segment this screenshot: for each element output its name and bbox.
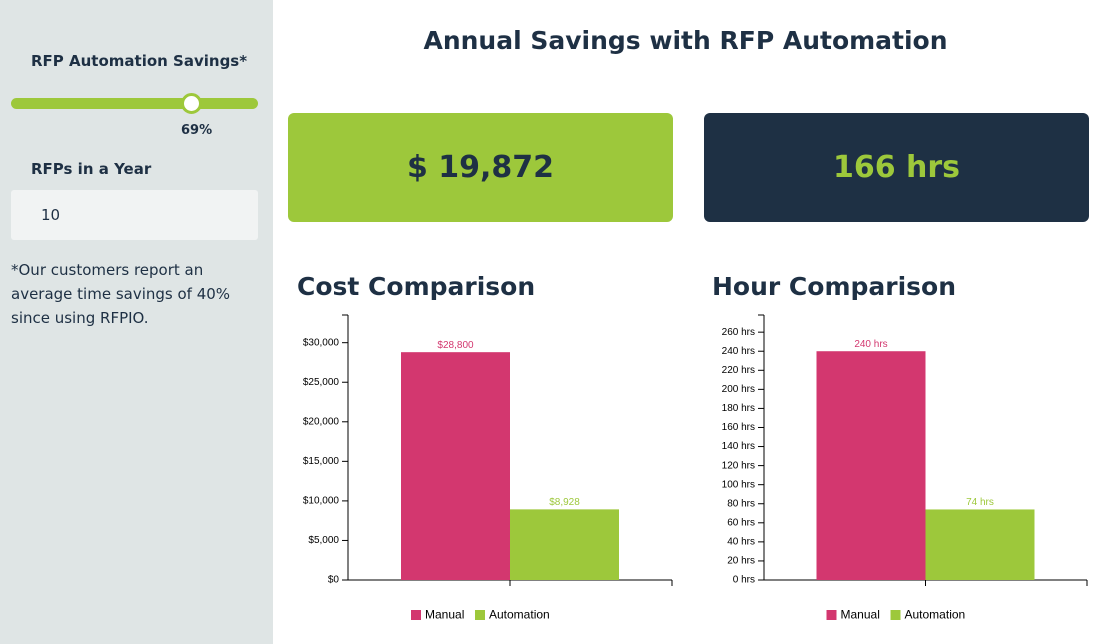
bar xyxy=(510,509,619,580)
y-tick-label: 40 hrs xyxy=(727,537,755,548)
y-tick-label: $10,000 xyxy=(303,496,340,507)
legend-label: Automation xyxy=(905,608,966,622)
rfp-input[interactable]: 10 xyxy=(11,190,258,240)
hours-card: 166 hrs xyxy=(704,113,1089,222)
value-label: $28,800 xyxy=(437,340,474,351)
y-tick-label: 220 hrs xyxy=(722,365,755,376)
y-tick-label: 260 hrs xyxy=(722,327,755,338)
y-tick-label: 80 hrs xyxy=(727,498,755,509)
y-tick-label: $30,000 xyxy=(303,337,340,348)
y-tick-label: 140 hrs xyxy=(722,441,755,452)
slider-label: RFP Automation Savings* xyxy=(31,52,248,70)
y-tick-label: $20,000 xyxy=(303,416,340,427)
slider-track[interactable] xyxy=(11,98,258,109)
page-title: Annual Savings with RFP Automation xyxy=(423,26,948,55)
chart-title: Hour Comparison xyxy=(712,272,956,301)
value-label: $8,928 xyxy=(549,497,580,508)
bar xyxy=(925,509,1035,580)
cost-card: $ 19,872 xyxy=(288,113,673,222)
y-tick-label: 120 hrs xyxy=(722,460,755,471)
sidebar: RFP Automation Savings* 69% RFPs in a Ye… xyxy=(0,0,273,644)
y-tick-label: 180 hrs xyxy=(722,403,755,414)
y-tick-label: $25,000 xyxy=(303,377,340,388)
value-label: 240 hrs xyxy=(854,339,887,350)
legend-swatch xyxy=(890,610,901,620)
legend-swatch xyxy=(411,610,421,620)
legend-swatch xyxy=(475,610,485,620)
legend-label: Manual xyxy=(841,608,880,622)
legend-label: Manual xyxy=(425,608,464,622)
y-tick-label: 240 hrs xyxy=(722,346,755,357)
y-tick-label: $5,000 xyxy=(308,535,339,546)
y-tick-label: 20 hrs xyxy=(727,556,755,567)
legend-label: Automation xyxy=(489,608,550,622)
footnote: *Our customers report an average time sa… xyxy=(11,261,231,327)
y-tick-label: $0 xyxy=(328,575,340,586)
slider-value: 69% xyxy=(181,123,213,138)
bar xyxy=(816,351,926,580)
bar xyxy=(401,352,510,580)
y-tick-label: 100 hrs xyxy=(722,479,755,490)
slider-knob[interactable] xyxy=(181,93,202,114)
y-tick-label: 60 hrs xyxy=(727,517,755,528)
y-tick-label: $15,000 xyxy=(303,456,340,467)
y-tick-label: 0 hrs xyxy=(733,575,755,586)
legend-swatch xyxy=(826,610,837,620)
chart-title: Cost Comparison xyxy=(297,272,535,301)
y-tick-label: 160 hrs xyxy=(722,422,755,433)
input-label: RFPs in a Year xyxy=(31,160,152,178)
value-label: 74 hrs xyxy=(966,497,994,508)
y-tick-label: 200 hrs xyxy=(722,384,755,395)
